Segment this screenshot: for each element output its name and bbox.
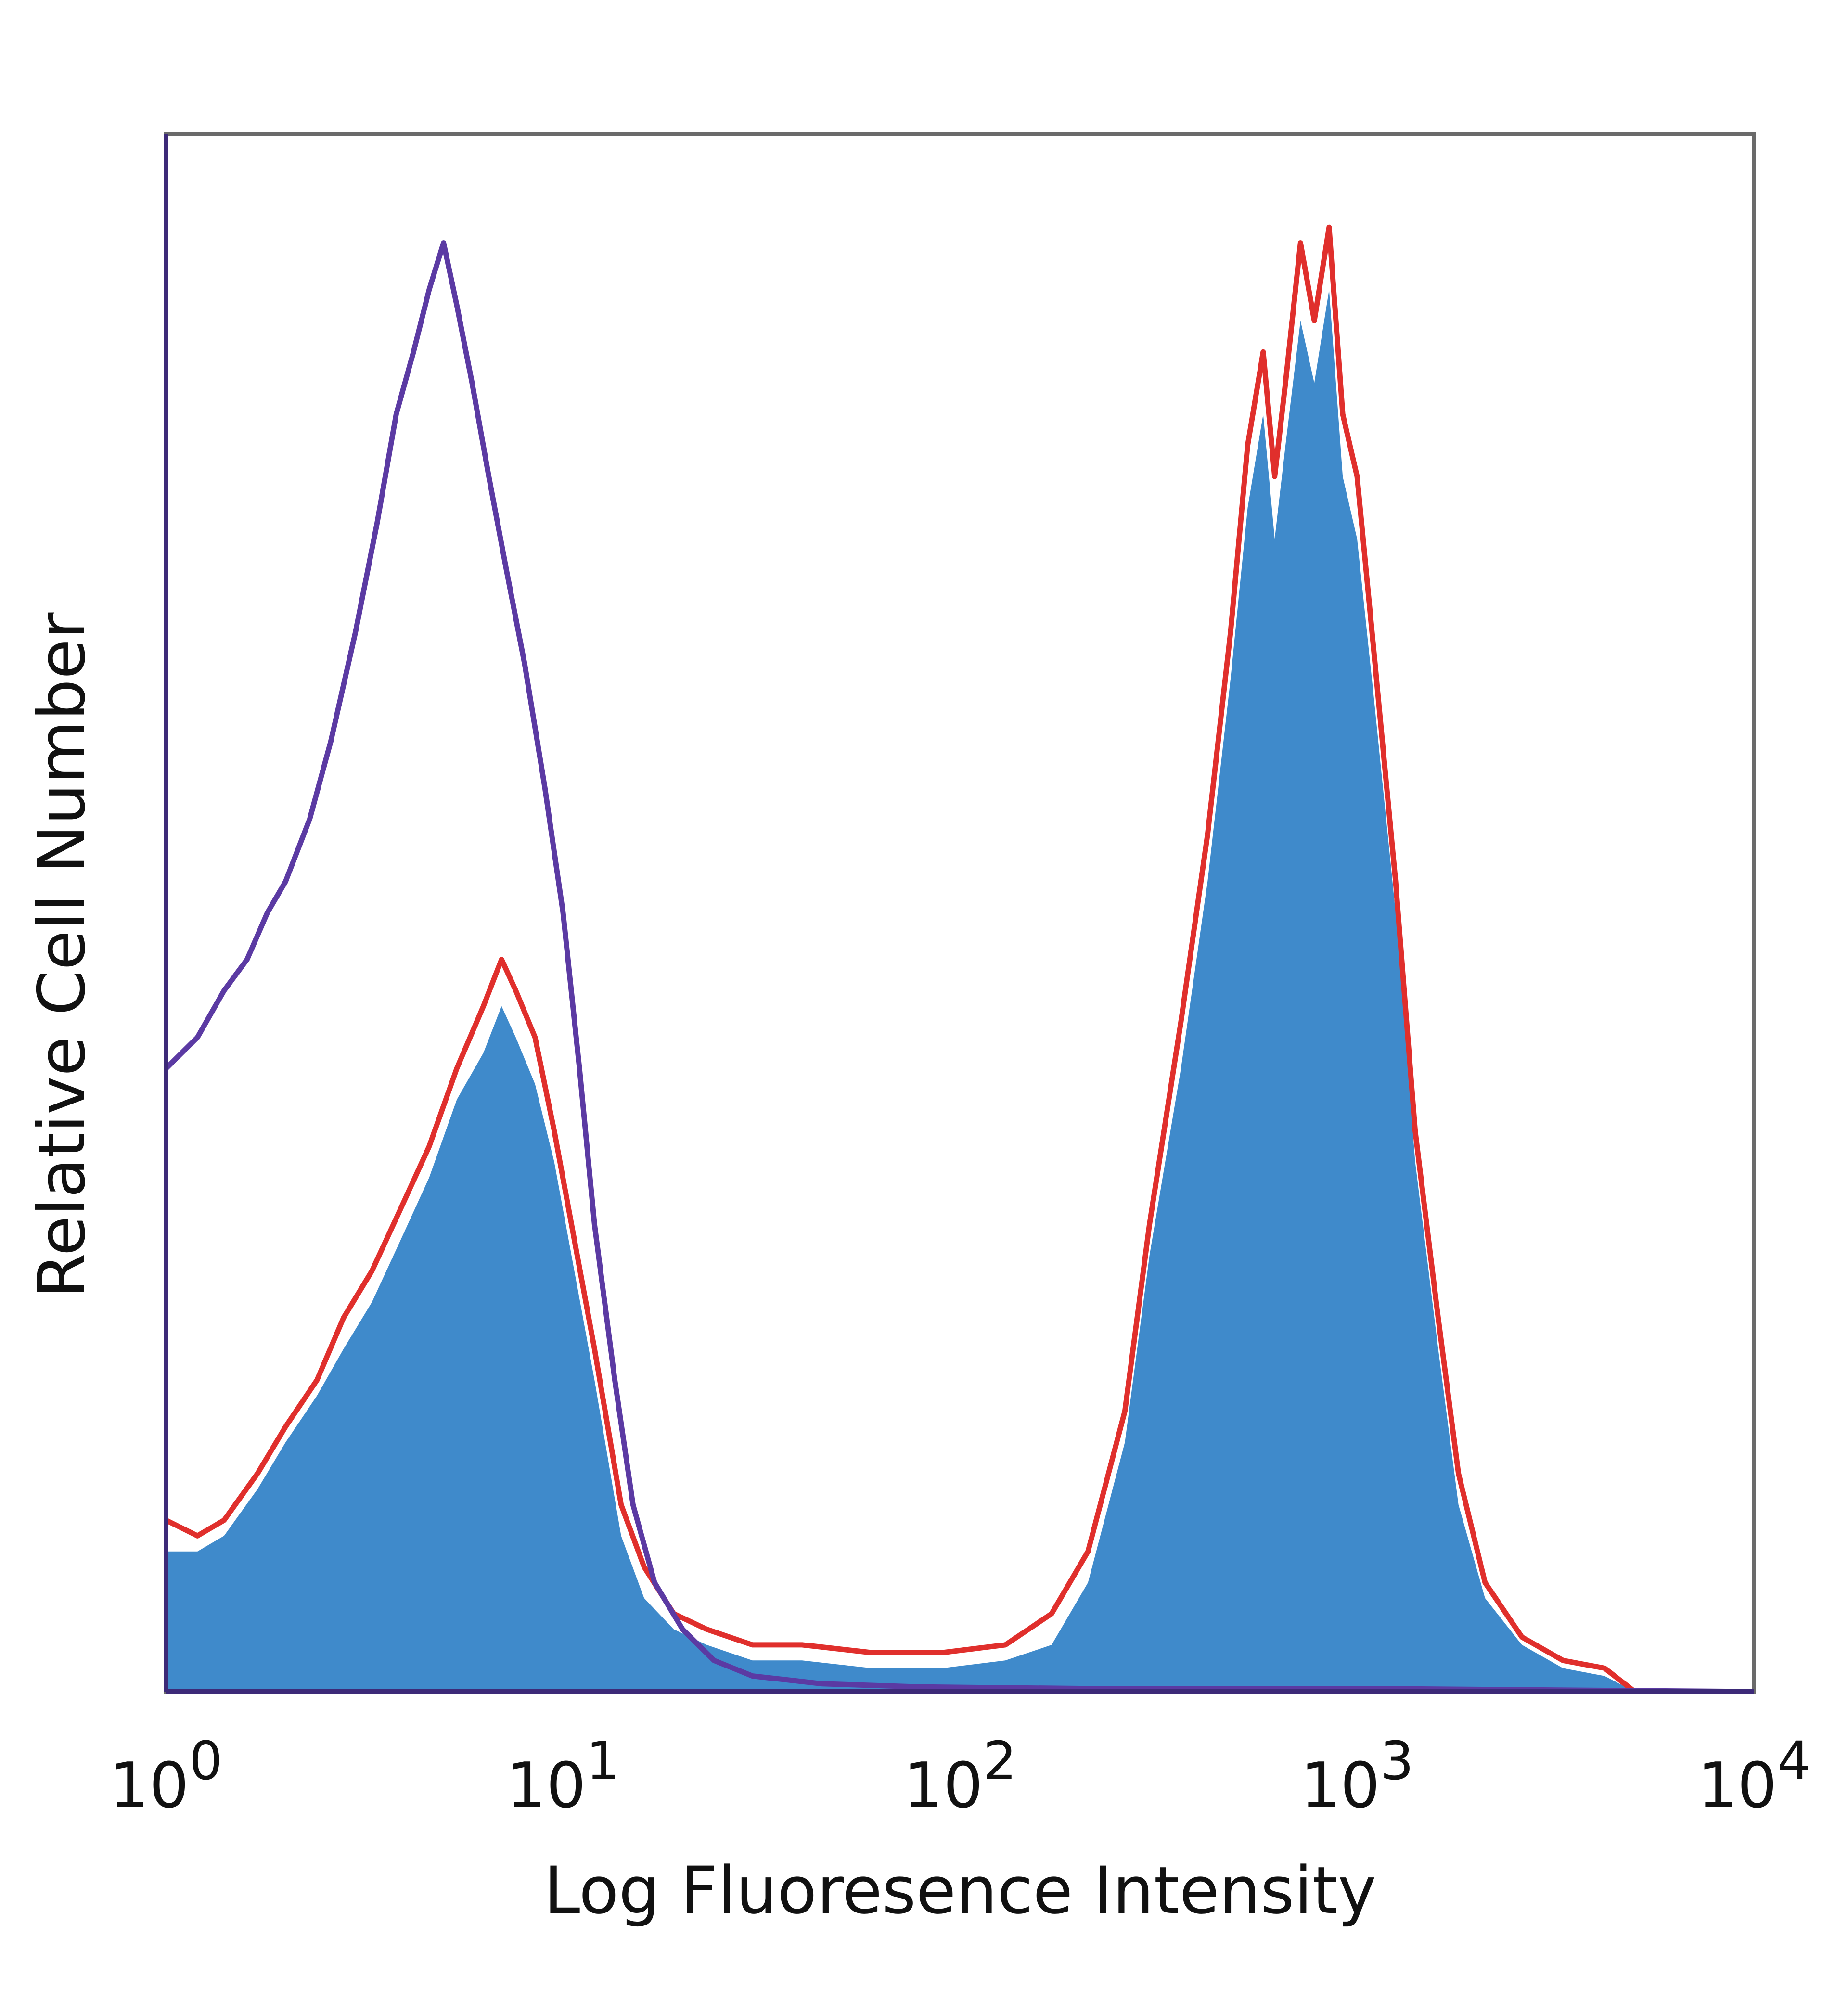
x-tick-label-2: 102 — [903, 1730, 1016, 1822]
x-tick-exponent-2: 2 — [983, 1730, 1017, 1792]
x-tick-base-3: 10 — [1300, 1749, 1380, 1822]
x-tick-label-0: 100 — [109, 1730, 222, 1822]
histogram-line-2 — [164, 240, 1755, 1694]
x-tick-labels: 100 101 102 103 104 — [109, 1730, 1810, 1822]
x-axis-label: Log Fluoresence Intensity — [544, 1853, 1376, 1928]
histogram-area-0 — [166, 289, 1635, 1692]
x-tick-exponent-1: 1 — [586, 1730, 620, 1792]
series-layer — [164, 224, 1755, 1694]
x-tick-base-1: 10 — [506, 1749, 586, 1822]
x-tick-base-0: 10 — [109, 1749, 189, 1822]
x-tick-label-3: 103 — [1300, 1730, 1413, 1822]
y-axis-label: Relative Cell Number — [24, 612, 100, 1298]
x-tick-label-1: 101 — [506, 1730, 619, 1822]
x-tick-exponent-4: 4 — [1777, 1730, 1811, 1792]
x-tick-exponent-0: 0 — [189, 1730, 223, 1792]
histogram-line-1 — [165, 224, 1637, 1694]
x-tick-base-4: 10 — [1697, 1749, 1777, 1822]
x-tick-exponent-3: 3 — [1380, 1730, 1414, 1792]
x-tick-label-4: 104 — [1697, 1730, 1810, 1822]
x-tick-base-2: 10 — [903, 1749, 983, 1822]
